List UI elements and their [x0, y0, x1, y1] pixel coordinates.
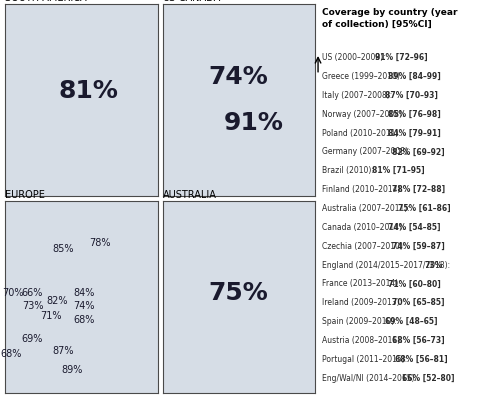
Text: Australia (2007–2011):: Australia (2007–2011):	[322, 204, 412, 213]
Text: 68%: 68%	[74, 315, 95, 325]
Text: 69%: 69%	[22, 334, 43, 344]
Text: 87% [70–93]: 87% [70–93]	[385, 91, 438, 100]
Text: Germany (2007–2008):: Germany (2007–2008):	[322, 148, 412, 156]
Text: 74%: 74%	[74, 302, 95, 311]
Text: US (2000–2008):: US (2000–2008):	[322, 53, 388, 62]
Text: 78%: 78%	[89, 238, 110, 248]
Text: 74%: 74%	[209, 65, 268, 89]
Text: Spain (2009–2010):: Spain (2009–2010):	[322, 317, 399, 326]
Text: 74% [54–85]: 74% [54–85]	[388, 223, 441, 232]
Text: SOUTH AMERICA: SOUTH AMERICA	[5, 0, 86, 3]
Text: 81% [71–95]: 81% [71–95]	[372, 166, 424, 175]
Text: Coverage by country (year
of collection) [95%CI]: Coverage by country (year of collection)…	[322, 8, 457, 29]
Text: 81%: 81%	[59, 79, 119, 103]
Text: 69% [48–65]: 69% [48–65]	[385, 317, 438, 326]
Text: 84%: 84%	[74, 288, 95, 298]
Text: 73%: 73%	[22, 302, 43, 311]
Text: Eng/Wal/NI (2014–2015):: Eng/Wal/NI (2014–2015):	[322, 374, 419, 383]
Text: 68% [56–73]: 68% [56–73]	[392, 336, 444, 345]
Text: 91%: 91%	[224, 111, 284, 136]
Text: England (2014/2015–2017/2018):: England (2014/2015–2017/2018):	[322, 261, 452, 269]
Text: Portugal (2011–2015):: Portugal (2011–2015):	[322, 355, 410, 364]
Text: Finland (2010–2014):: Finland (2010–2014):	[322, 185, 405, 194]
Text: Canada (2010–2014):: Canada (2010–2014):	[322, 223, 406, 232]
Text: 75% [61–86]: 75% [61–86]	[398, 204, 451, 213]
Text: 70% [65–85]: 70% [65–85]	[392, 298, 444, 307]
Text: 68%: 68%	[0, 350, 22, 359]
Text: 89%: 89%	[62, 365, 83, 375]
Text: AUSTRALIA: AUSTRALIA	[162, 190, 216, 200]
Text: US-CANADA: US-CANADA	[162, 0, 221, 3]
Text: 84% [79–91]: 84% [79–91]	[388, 129, 441, 138]
Text: 87%: 87%	[52, 346, 74, 356]
Text: Italy (2007–2008):: Italy (2007–2008):	[322, 91, 394, 100]
Text: 73%: 73%	[425, 261, 443, 269]
Text: 71%: 71%	[40, 311, 62, 321]
Text: Ireland (2009–2013):: Ireland (2009–2013):	[322, 298, 404, 307]
Text: Austria (2008–2011):: Austria (2008–2011):	[322, 336, 405, 345]
Text: Brazil (2010):: Brazil (2010):	[322, 166, 376, 175]
Text: 75%: 75%	[209, 281, 268, 305]
Text: 78% [72–88]: 78% [72–88]	[392, 185, 445, 194]
Text: Poland (2010–2011):: Poland (2010–2011):	[322, 129, 403, 138]
Text: 66% [52–80]: 66% [52–80]	[402, 374, 454, 383]
Text: 74% [59–87]: 74% [59–87]	[392, 242, 444, 251]
Text: 85%: 85%	[52, 244, 74, 253]
Text: 85% [76–98]: 85% [76–98]	[388, 110, 441, 119]
Text: 71% [60–80]: 71% [60–80]	[388, 279, 441, 288]
Text: Greece (1999–2010):: Greece (1999–2010):	[322, 72, 404, 81]
Text: 68% [56–81]: 68% [56–81]	[395, 355, 448, 364]
Text: 70%: 70%	[2, 288, 24, 298]
Text: EUROPE: EUROPE	[5, 190, 45, 200]
Text: France (2013–2014):: France (2013–2014):	[322, 279, 403, 288]
Text: 66%: 66%	[22, 288, 43, 298]
Text: 82% [69–92]: 82% [69–92]	[392, 148, 444, 156]
Text: 82%: 82%	[46, 296, 68, 306]
Text: 91% [72–96]: 91% [72–96]	[375, 53, 428, 62]
Text: 89% [84–99]: 89% [84–99]	[388, 72, 441, 81]
Text: Czechia (2007–2010):: Czechia (2007–2010):	[322, 242, 408, 251]
Text: Norway (2007–2008):: Norway (2007–2008):	[322, 110, 406, 119]
